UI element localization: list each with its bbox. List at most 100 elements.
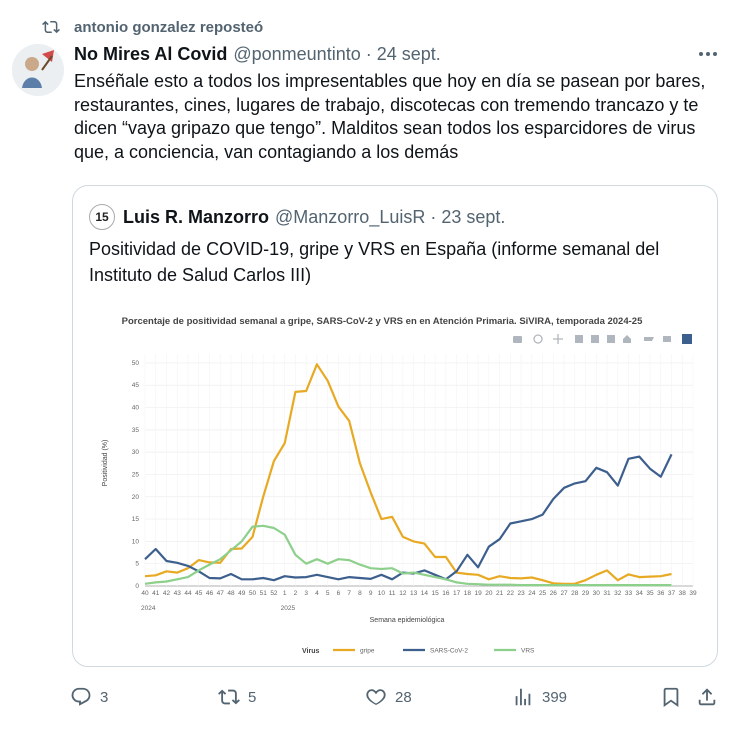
quoted-tweet[interactable]: 15 Luis R. Manzorro @Manzorro_LuisR · 23…	[72, 185, 718, 667]
repost-icon	[218, 689, 240, 705]
like-button[interactable]: 28	[365, 686, 412, 708]
author-avatar[interactable]	[12, 44, 64, 96]
y-tick-label: 45	[132, 382, 140, 389]
x-tick-label: 35	[646, 590, 654, 597]
x-tick-label: 48	[227, 590, 235, 597]
zoom-out-icon[interactable]	[591, 335, 599, 343]
tweet-actions: 3 5 28 399	[70, 680, 720, 716]
y-tick-label: 40	[132, 405, 140, 412]
x-tick-label: 42	[163, 590, 171, 597]
repost-indicator[interactable]: antonio gonzalez reposteó	[42, 18, 263, 36]
legend-label: gripe	[360, 648, 375, 655]
reply-button[interactable]: 3	[70, 686, 108, 708]
repost-label: antonio gonzalez reposteó	[74, 18, 264, 36]
home-icon[interactable]	[623, 335, 631, 343]
camera-icon[interactable]	[513, 336, 522, 343]
y-tick-label: 15	[132, 516, 140, 523]
x-axis-label: Semana epidemiológica	[370, 617, 445, 624]
x-tick-label: 1	[283, 590, 287, 597]
author-handle[interactable]: @ponmeuntinto	[233, 44, 361, 64]
x-tick-label: 18	[464, 590, 472, 597]
pan-icon[interactable]	[553, 334, 563, 344]
share-button[interactable]	[696, 686, 718, 708]
tweet-date[interactable]: 24 sept.	[376, 44, 441, 64]
heart-icon	[366, 689, 386, 705]
bookmark-button[interactable]	[660, 686, 682, 708]
x-year-label: 2025	[281, 605, 296, 612]
quote-author-name: Luis R. Manzorro	[123, 206, 270, 227]
x-tick-label: 21	[496, 590, 504, 597]
repost-icon	[42, 20, 60, 34]
x-tick-label: 28	[571, 590, 579, 597]
x-tick-label: 23	[517, 590, 525, 597]
zoom-icon[interactable]	[533, 334, 543, 344]
more-options-icon[interactable]	[696, 44, 720, 64]
y-tick-label: 35	[132, 427, 140, 434]
x-tick-label: 24	[528, 590, 536, 597]
x-tick-label: 15	[432, 590, 440, 597]
plotly-logo-icon[interactable]	[682, 334, 692, 344]
quote-header: 15 Luis R. Manzorro @Manzorro_LuisR · 23…	[89, 204, 505, 230]
x-tick-label: 38	[679, 590, 687, 597]
legend-title: Virus	[302, 648, 319, 655]
x-tick-label: 27	[560, 590, 568, 597]
x-tick-label: 11	[389, 590, 396, 597]
legend-label: VRS	[521, 648, 535, 655]
x-tick-label: 8	[358, 590, 362, 597]
chart-svg: Porcentaje de positividad semanal a grip…	[102, 316, 697, 656]
x-tick-label: 3	[304, 590, 308, 597]
series-line-vrs	[144, 524, 672, 587]
x-tick-label: 5	[326, 590, 330, 597]
like-count: 28	[395, 688, 412, 706]
x-year-label: 2024	[141, 605, 156, 612]
chart-toolbar	[513, 334, 692, 344]
x-tick-label: 6	[337, 590, 341, 597]
x-tick-label: 39	[689, 590, 697, 597]
x-tick-label: 10	[378, 590, 386, 597]
x-tick-label: 4	[315, 590, 319, 597]
x-tick-label: 26	[550, 590, 558, 597]
x-axis: 40 41 42 43 44 45 46 47 48 49 50 51 52 1 2 3 4 5 6 7 8 9 10 11 1…	[141, 590, 697, 612]
x-tick-label: 40	[141, 590, 149, 597]
autoscale-icon[interactable]	[607, 335, 615, 343]
chart-legend: Virus gripe SARS-CoV-2 VRS	[302, 648, 535, 656]
x-tick-label: 14	[421, 590, 429, 597]
x-tick-label: 37	[668, 590, 676, 597]
repost-button[interactable]: 5	[218, 686, 256, 708]
author-name[interactable]: No Mires Al Covid	[74, 44, 228, 64]
y-tick-label: 5	[135, 561, 139, 568]
chart-grid	[144, 354, 694, 587]
x-tick-label: 13	[410, 590, 418, 597]
x-tick-label: 30	[593, 590, 601, 597]
x-tick-label: 25	[539, 590, 547, 597]
chart-series	[144, 363, 673, 587]
y-axis-label: Positividad (%)	[102, 440, 109, 487]
x-tick-label: 9	[369, 590, 373, 597]
bookmark-icon	[663, 687, 679, 707]
x-tick-label: 46	[206, 590, 214, 597]
views-count: 399	[542, 688, 568, 706]
views-button[interactable]: 399	[512, 686, 567, 708]
x-tick-label: 44	[184, 590, 192, 597]
repost-count: 5	[248, 688, 257, 706]
x-tick-label: 50	[249, 590, 257, 597]
compare-icon[interactable]	[663, 336, 671, 342]
x-tick-label: 51	[260, 590, 268, 597]
quote-avatar: 15	[89, 204, 115, 230]
spike-icon[interactable]	[644, 337, 654, 341]
series-line-sars-cov-2	[144, 453, 673, 582]
x-tick-label: 45	[195, 590, 203, 597]
positivity-chart[interactable]: Porcentaje de positividad semanal a grip…	[97, 308, 707, 663]
zoom-in-icon[interactable]	[575, 335, 583, 343]
x-tick-label: 19	[474, 590, 482, 597]
x-tick-label: 2	[294, 590, 298, 597]
x-tick-label: 31	[603, 590, 611, 597]
reply-count: 3	[100, 688, 109, 706]
reply-icon	[71, 687, 91, 706]
x-tick-label: 33	[625, 590, 633, 597]
quote-author-handle: @Manzorro_LuisR	[275, 206, 426, 227]
x-tick-label: 32	[614, 590, 622, 597]
x-tick-label: 7	[347, 590, 351, 597]
y-tick-label: 0	[135, 583, 139, 590]
x-tick-label: 29	[582, 590, 590, 597]
